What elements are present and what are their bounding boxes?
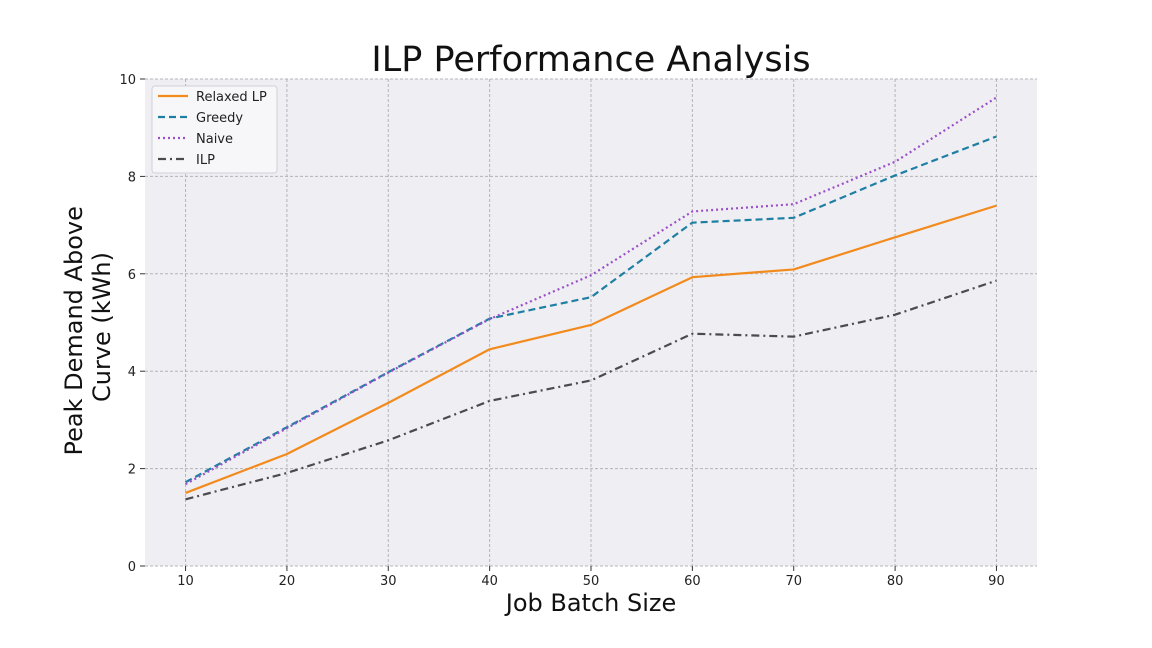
x-tick-label: 20 bbox=[279, 574, 296, 589]
y-tick-label: 10 bbox=[119, 73, 136, 88]
series-line-naive bbox=[185, 96, 998, 486]
x-tick-label: 50 bbox=[583, 574, 600, 589]
x-axis-label: Job Batch Size bbox=[504, 589, 677, 617]
y-tick-label: 4 bbox=[128, 365, 136, 380]
x-tick-label: 30 bbox=[380, 574, 397, 589]
series-group bbox=[185, 96, 998, 501]
x-tick-label: 70 bbox=[785, 574, 802, 589]
y-tick-label: 8 bbox=[128, 170, 136, 185]
legend-box bbox=[151, 85, 278, 174]
x-tick-label: 40 bbox=[481, 574, 498, 589]
y-tick-label: 0 bbox=[128, 560, 136, 575]
legend: Relaxed LP Greedy Naive ILP bbox=[151, 85, 278, 174]
x-tick-label: 80 bbox=[887, 574, 904, 589]
series-line-greedy bbox=[185, 135, 997, 484]
x-tick-label: 90 bbox=[988, 574, 1005, 589]
x-tick-label: 10 bbox=[177, 574, 194, 589]
legend-label: Relaxed LP bbox=[196, 90, 267, 105]
legend-label: Greedy bbox=[196, 111, 243, 126]
y-axis-label-line-1: Peak Demand Above bbox=[60, 206, 88, 455]
plot-area bbox=[145, 79, 1037, 566]
series-line-relaxed-lp bbox=[185, 204, 997, 494]
axes: 10 20 30 40 50 60 70 80 90 0 2 4 6 8 10 bbox=[119, 73, 1004, 589]
y-tick-label: 6 bbox=[128, 268, 136, 283]
legend-label: Naive bbox=[196, 132, 233, 147]
x-tick-label: 60 bbox=[684, 574, 701, 589]
series-line-ilp bbox=[185, 279, 997, 501]
chart-title: ILP Performance Analysis bbox=[371, 40, 810, 80]
legend-label: ILP bbox=[196, 153, 215, 168]
y-axis-label-line-2: Curve (kWh) bbox=[88, 252, 116, 402]
y-axis-label: Peak Demand Above Curve (kWh) bbox=[60, 199, 116, 456]
y-tick-label: 2 bbox=[128, 463, 136, 478]
